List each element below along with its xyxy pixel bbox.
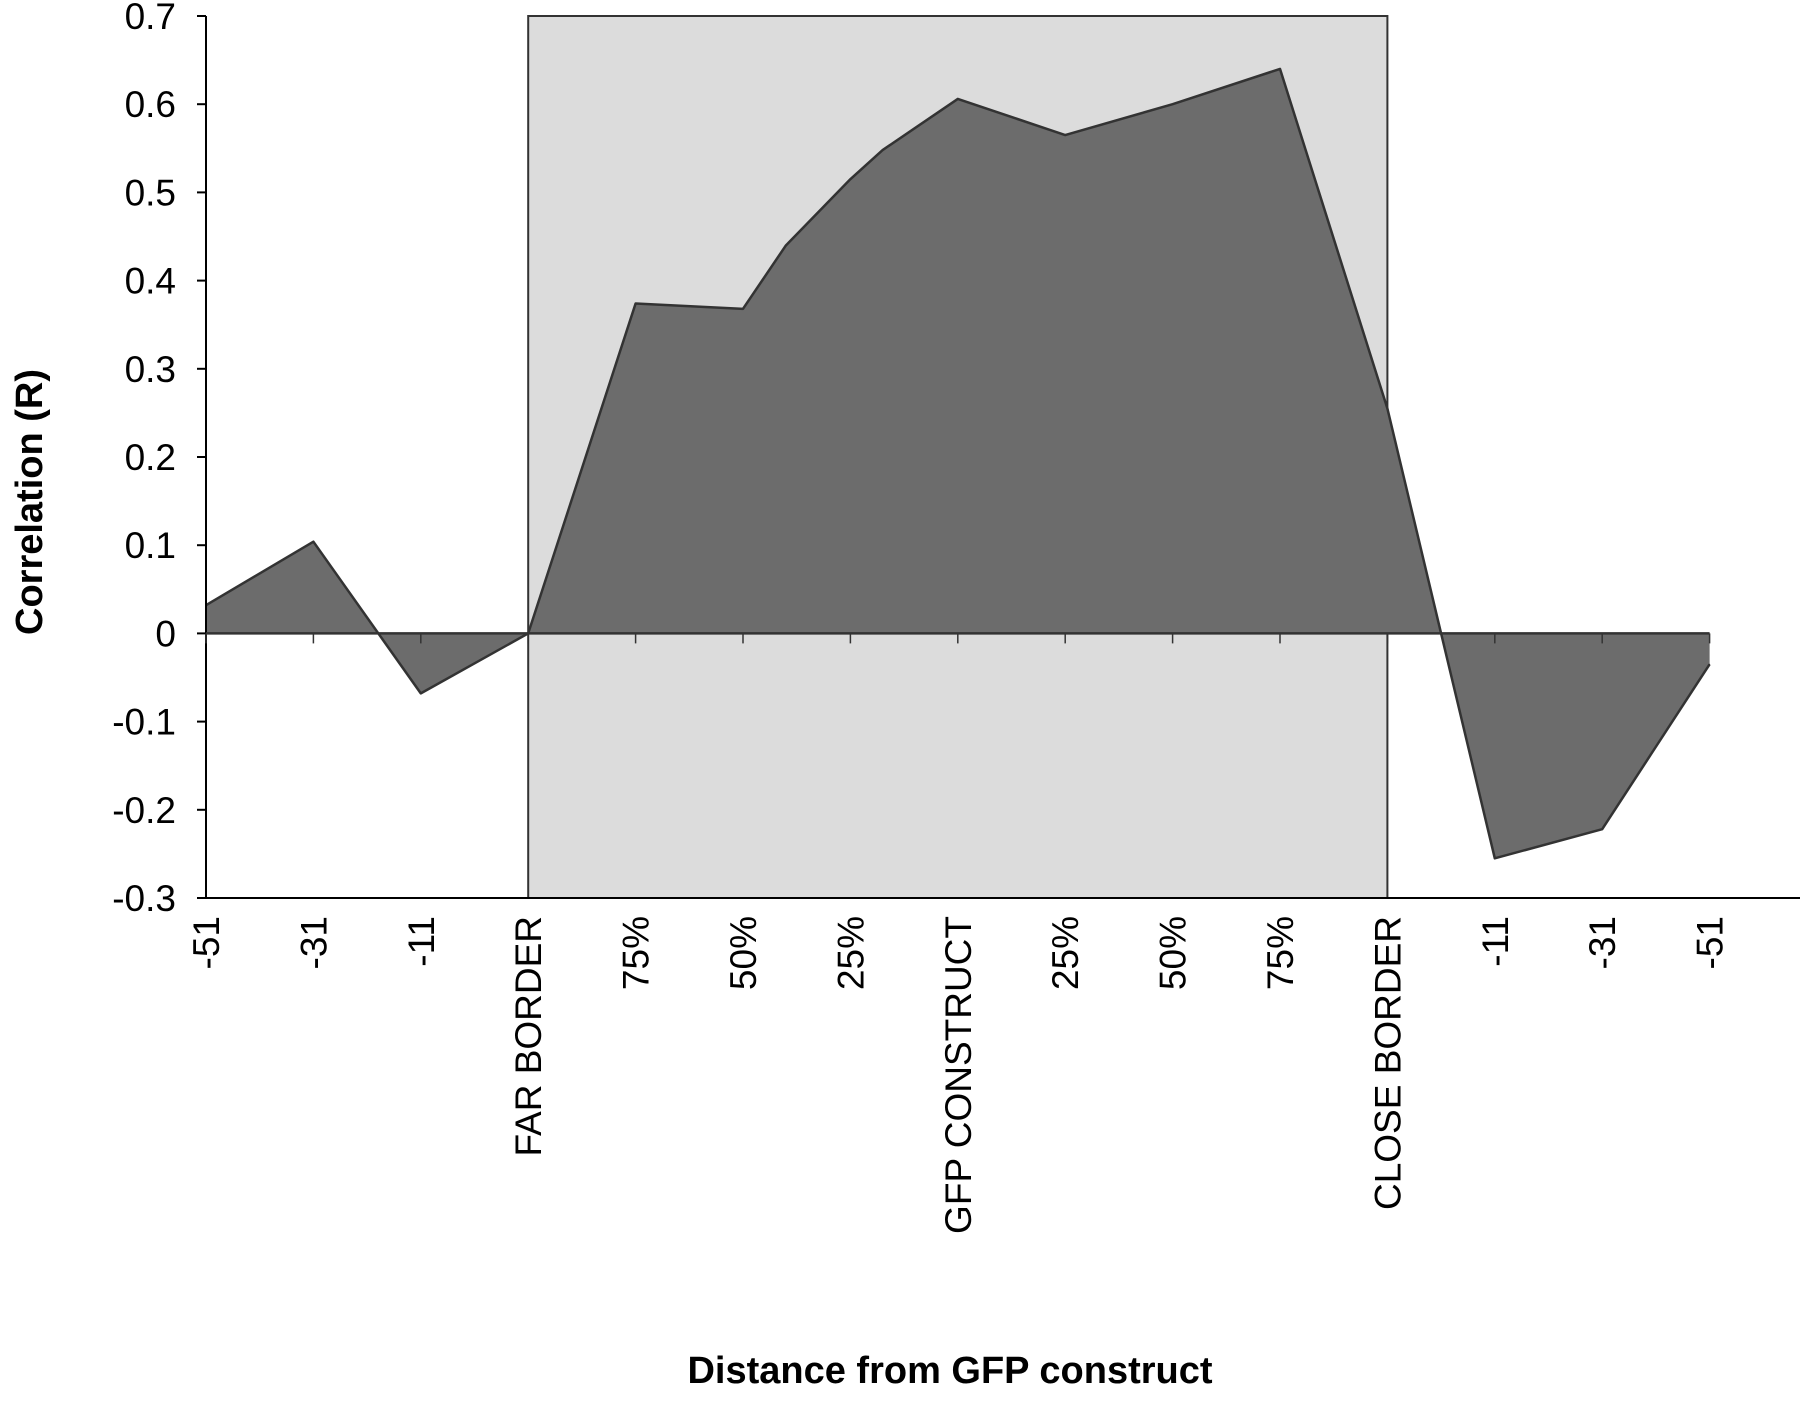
data-point-7: [849, 178, 851, 180]
y-tick-label-8: -0.1: [112, 702, 176, 743]
x-tick-label-2: -11: [401, 916, 442, 967]
data-point-17: [1709, 663, 1711, 665]
x-tick-label-8: 25%: [1045, 916, 1086, 990]
y-tick-label-7: 0: [155, 613, 176, 654]
data-point-15: [1494, 857, 1496, 859]
data-point-4: [635, 303, 637, 305]
series-area-0: [206, 68, 1710, 859]
data-point-8: [882, 149, 884, 151]
x-tick-label-1: -31: [293, 916, 334, 969]
y-tick-label-1: 0.6: [125, 84, 176, 125]
x-axis-title: Distance from GFP construct: [687, 1350, 1212, 1392]
data-point-1: [312, 541, 314, 543]
y-tick-label-4: 0.3: [125, 349, 176, 390]
data-point-13: [1386, 407, 1388, 409]
y-tick-label-6: 0.1: [125, 525, 176, 566]
data-point-9: [957, 98, 959, 100]
x-tick-label-4: 75%: [616, 916, 657, 990]
y-tick-label-9: -0.2: [112, 790, 176, 831]
series-line-0: [205, 67, 1711, 860]
data-point-6: [785, 244, 787, 246]
x-tick-label-13: -31: [1582, 916, 1623, 969]
x-tick-label-12: -11: [1475, 916, 1516, 967]
x-tick-label-14: -51: [1690, 916, 1731, 969]
y-tick-label-2: 0.5: [125, 172, 176, 213]
data-point-12: [1279, 68, 1281, 70]
x-tick-label-6: 25%: [830, 916, 871, 990]
data-point-2: [420, 692, 422, 694]
x-tick-label-5: 50%: [723, 916, 764, 990]
x-tick-label-7: GFP CONSTRUCT: [938, 916, 979, 1234]
y-tick-labels: 0.7 0.6 0.5 0.4 0.3 0.2 0.1 0 -0.1 -0.2 -0.3: [112, 0, 176, 919]
x-tick-label-11: CLOSE BORDER: [1367, 916, 1408, 1210]
x-tick-label-3: FAR BORDER: [508, 916, 549, 1157]
data-point-5: [742, 308, 744, 310]
axes-layer: [197, 15, 1800, 899]
y-tick-label-3: 0.4: [125, 261, 176, 302]
y-tick-label-10: -0.3: [112, 878, 176, 919]
x-tick-label-9: 50%: [1153, 916, 1194, 990]
x-tick-label-0: -51: [186, 916, 227, 969]
data-point-10: [1064, 134, 1066, 136]
y-tick-label-0: 0.7: [125, 0, 176, 37]
x-tick-label-10: 75%: [1260, 916, 1301, 990]
data-point-11: [1172, 103, 1174, 105]
data-point-16: [1601, 828, 1603, 830]
y-axis-title: Correlation (R): [9, 369, 51, 635]
y-tick-label-5: 0.2: [125, 437, 176, 478]
x-tick-labels: -51 -31 -11 FAR BORDER 75% 50% 25% GFP CONSTRUC…: [186, 916, 1731, 1234]
